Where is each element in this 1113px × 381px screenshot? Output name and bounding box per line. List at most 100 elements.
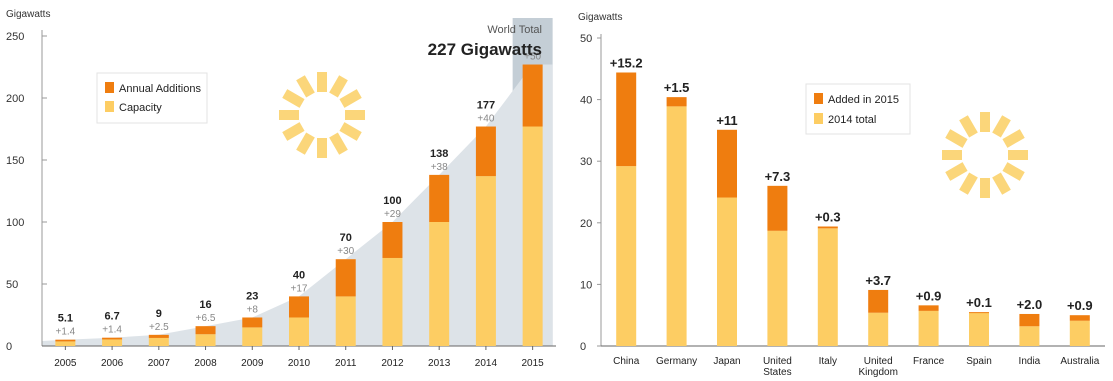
sun-ray <box>329 75 348 98</box>
legend-box <box>96 72 208 124</box>
capacity-bar <box>475 176 496 346</box>
sun-ray <box>945 129 968 148</box>
addition-label: +6.5 <box>196 313 216 324</box>
x-tick-line: United <box>763 356 792 367</box>
addition-bar <box>195 326 216 335</box>
total-label: 16 <box>199 299 211 311</box>
y-tick-label: 0 <box>580 341 586 353</box>
sun-ray <box>959 115 978 138</box>
y-axis-unit: Gigawatts <box>6 9 50 20</box>
x-tick-line: Japan <box>713 356 740 367</box>
sun-ray <box>992 172 1011 195</box>
sun-ray <box>296 132 315 155</box>
x-tick-line: States <box>763 367 791 378</box>
x-tick-label: 2005 <box>54 358 77 369</box>
x-tick-label: 2008 <box>194 358 217 369</box>
y-tick-label: 10 <box>580 279 592 291</box>
y-tick-label: 50 <box>6 279 18 291</box>
base-bar <box>1069 320 1090 346</box>
addition-bar <box>382 222 403 258</box>
addition-label: +0.1 <box>966 295 992 310</box>
x-tick-label: 2011 <box>335 358 357 369</box>
addition-bar <box>717 129 737 198</box>
legend-label-addition: Annual Additions <box>119 83 201 95</box>
base-bar <box>1019 326 1040 346</box>
addition-bar <box>148 334 169 338</box>
addition-bar <box>289 296 309 318</box>
total-label: 6.7 <box>104 311 119 323</box>
legend-label-base: 2014 total <box>828 114 876 126</box>
addition-label: +29 <box>384 209 401 220</box>
x-tick-label: India <box>1019 356 1041 367</box>
capacity-bar <box>195 334 216 346</box>
base-bar <box>969 312 989 346</box>
x-tick-label: Italy <box>819 356 837 367</box>
legend-label-addition: Added in 2015 <box>828 94 899 106</box>
capacity-bar <box>335 296 356 346</box>
x-tick-label: China <box>613 356 640 367</box>
addition-label: +1.4 <box>55 327 75 338</box>
capacity-bar <box>522 126 543 347</box>
total-label: 138 <box>430 148 448 160</box>
base-bar <box>717 197 737 346</box>
sun-ray <box>317 72 327 92</box>
base-bar <box>918 310 939 346</box>
addition-label: +7.3 <box>765 169 791 184</box>
world-capacity-chart: 0 50 100 150 200 250 Gigawatts 2005 5.1 +1.4 2006 6… <box>6 9 556 369</box>
sun-ray <box>942 150 962 160</box>
addition-bar <box>1069 315 1090 321</box>
capacity-bar <box>242 327 263 346</box>
addition-bar <box>55 339 76 342</box>
legend-swatch-base <box>105 101 114 112</box>
legend-box <box>805 83 911 135</box>
x-tick-label: Spain <box>966 356 992 367</box>
y-tick-label: 0 <box>6 341 12 353</box>
addition-bar <box>522 64 543 127</box>
x-tick-label: 2009 <box>241 358 264 369</box>
y-axis-unit: Gigawatts <box>578 12 622 23</box>
total-label: 23 <box>246 290 258 302</box>
capacity-bar <box>102 339 123 346</box>
x-tick-label: Germany <box>656 356 697 367</box>
sun-ray <box>945 162 968 181</box>
x-tick-label: Australia <box>1060 356 1099 367</box>
x-tick-line: Germany <box>656 356 697 367</box>
x-tick-label: United States <box>763 356 792 378</box>
sun-ray <box>345 110 365 120</box>
x-tick-line: India <box>1019 356 1041 367</box>
y-tick-label: 40 <box>580 95 592 107</box>
sun-ray <box>1002 129 1025 148</box>
x-tick-label: Japan <box>713 356 740 367</box>
addition-bar <box>616 72 637 167</box>
legend-swatch-addition <box>105 82 114 93</box>
addition-bar <box>102 337 123 340</box>
world-total-value: 227 Gigawatts <box>428 40 542 59</box>
total-label: 9 <box>156 308 162 320</box>
sun-ray <box>992 115 1011 138</box>
y-tick-label: 30 <box>580 156 592 168</box>
x-tick-line: Italy <box>819 356 837 367</box>
addition-bar <box>475 126 496 177</box>
x-tick-label: 2006 <box>101 358 124 369</box>
capacity-bar <box>289 317 309 346</box>
addition-bar <box>767 185 788 231</box>
legend-swatch-base <box>814 113 823 124</box>
addition-label: +0.9 <box>1067 298 1093 313</box>
x-tick-label: 2012 <box>381 358 404 369</box>
total-label: 5.1 <box>58 313 73 325</box>
addition-label: +15.2 <box>610 55 643 70</box>
total-label: 70 <box>340 232 352 244</box>
addition-label: +3.7 <box>865 273 891 288</box>
y-tick-label: 200 <box>6 93 24 105</box>
legend-label-base: Capacity <box>119 102 162 114</box>
base-bar <box>868 312 889 346</box>
x-tick-label: United Kingdom <box>858 356 897 378</box>
world-total-label: World Total <box>487 24 542 36</box>
x-tick-label: 2010 <box>288 358 311 369</box>
x-tick-line: United <box>864 356 893 367</box>
y-tick-label: 100 <box>6 217 24 229</box>
sun-ray <box>282 122 305 141</box>
addition-label: +30 <box>337 246 354 257</box>
base-bar <box>616 166 637 346</box>
